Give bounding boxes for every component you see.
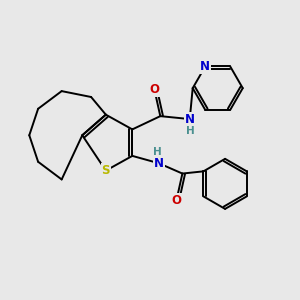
- Text: N: N: [185, 112, 195, 126]
- Text: S: S: [102, 164, 110, 177]
- Text: O: O: [149, 83, 159, 96]
- Text: O: O: [172, 194, 182, 207]
- Text: N: N: [154, 157, 164, 170]
- Text: H: H: [186, 126, 195, 136]
- Text: H: H: [153, 147, 162, 157]
- Text: N: N: [200, 60, 210, 73]
